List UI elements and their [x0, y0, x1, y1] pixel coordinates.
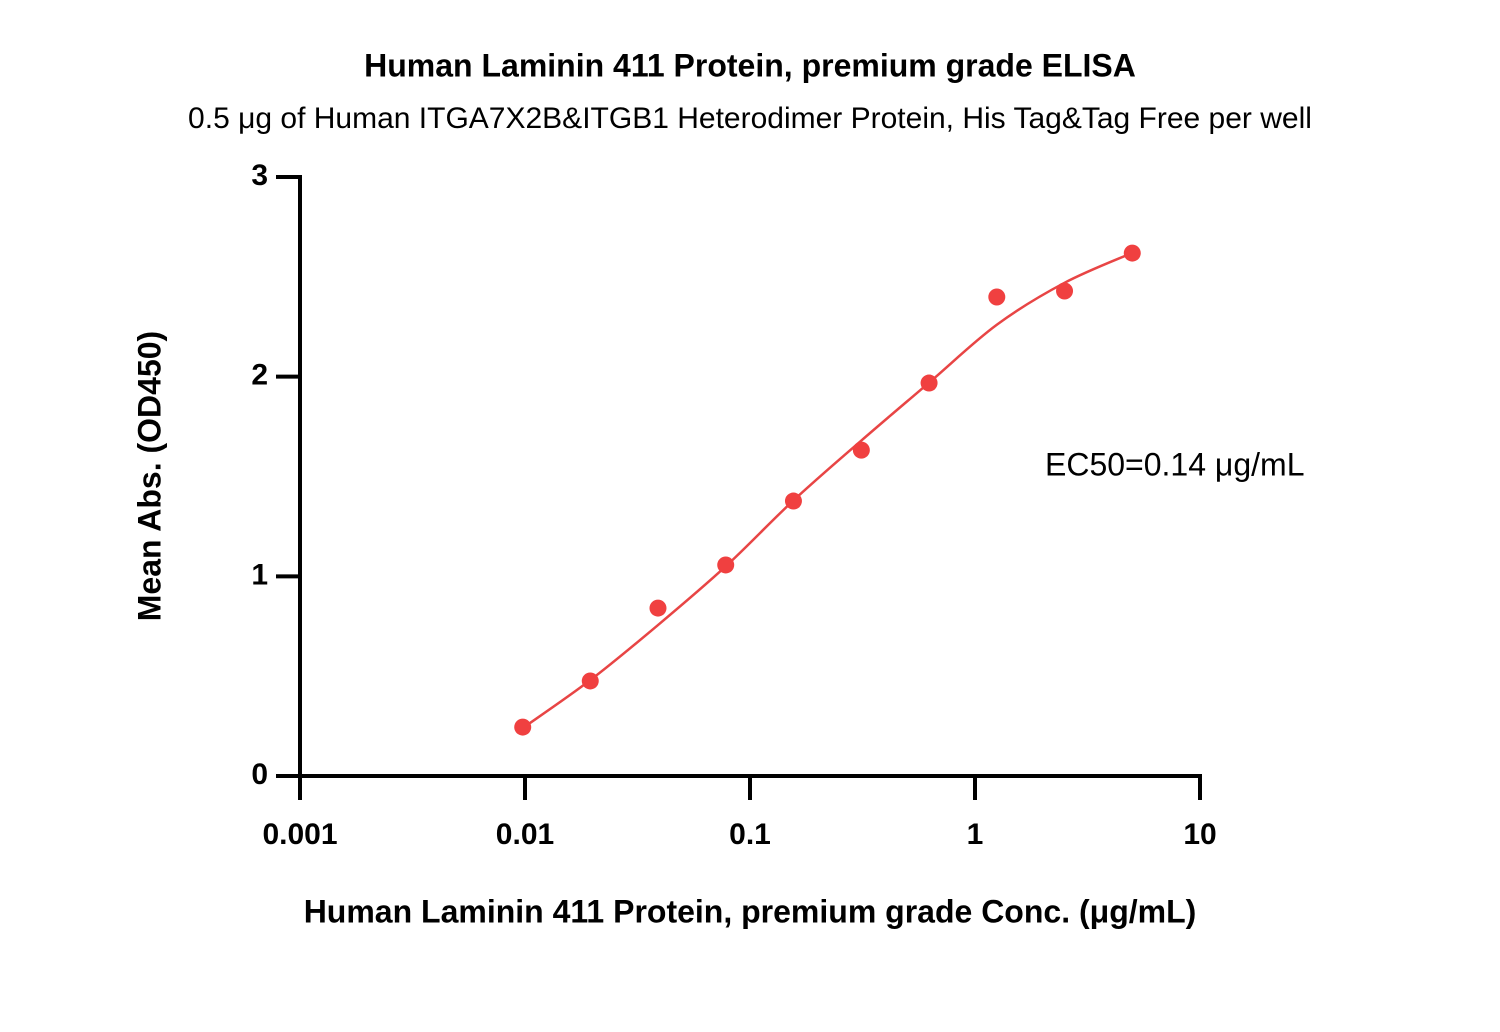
- x-tick-label: 0.1: [729, 818, 771, 851]
- chart-title: Human Laminin 411 Protein, premium grade…: [364, 47, 1136, 83]
- y-tick-label: 2: [251, 359, 268, 392]
- data-point: [784, 492, 802, 510]
- y-axis-label: Mean Abs. (OD450): [131, 331, 167, 621]
- x-tick-label: 0.001: [262, 818, 337, 851]
- fit-curve: [522, 251, 1133, 730]
- data-point: [581, 672, 599, 690]
- data-point: [852, 441, 870, 459]
- data-point: [1056, 282, 1074, 300]
- y-tick-label: 3: [251, 159, 268, 192]
- y-tick-label: 0: [251, 758, 268, 791]
- data-point: [514, 718, 532, 736]
- y-tick-label: 1: [251, 558, 268, 591]
- chart-subtitle: 0.5 μg of Human ITGA7X2B&ITGB1 Heterodim…: [188, 102, 1312, 135]
- data-point: [1123, 244, 1141, 262]
- annotation: EC50=0.14 μg/mL: [1045, 446, 1304, 482]
- x-tick-label: 1: [967, 818, 984, 851]
- x-tick-label: 10: [1183, 818, 1216, 851]
- x-axis-label: Human Laminin 411 Protein, premium grade…: [304, 893, 1197, 929]
- data-point: [988, 288, 1006, 306]
- data-point: [920, 374, 938, 392]
- data-point: [649, 599, 667, 617]
- data-point: [717, 556, 735, 574]
- x-tick-label: 0.01: [496, 818, 554, 851]
